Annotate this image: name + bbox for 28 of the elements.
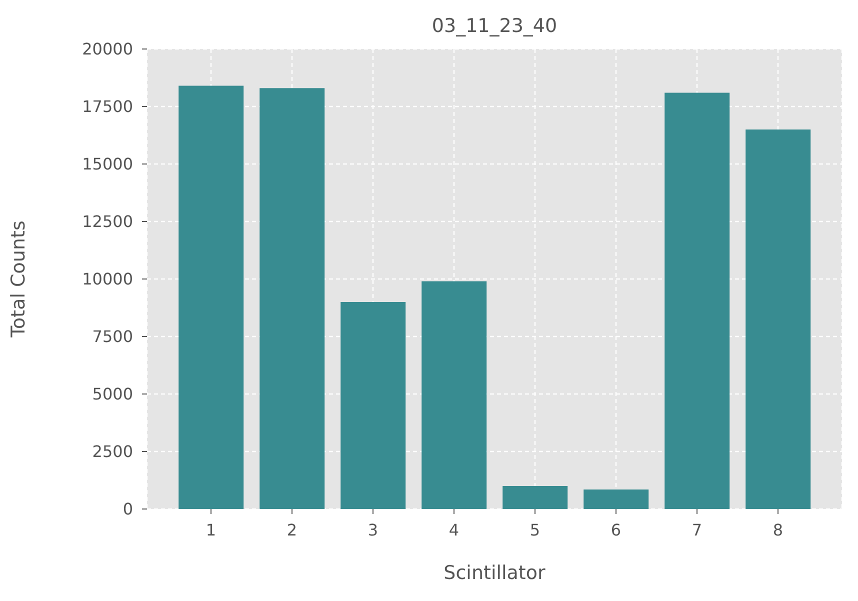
x-tick-label: 6: [610, 520, 622, 540]
x-tick-label: 1: [206, 520, 216, 540]
y-tick-label: 5000: [92, 384, 133, 404]
y-tick-label: 10000: [82, 270, 133, 289]
x-tick-label: 2: [286, 520, 298, 540]
y-axis-title: Total Counts: [8, 220, 30, 338]
y-tick-label: 7500: [92, 327, 133, 346]
x-axis-title: Scintillator: [444, 562, 546, 584]
y-tick-label: 2500: [92, 442, 133, 462]
bar: [260, 88, 325, 509]
x-tick-label: 7: [692, 520, 702, 540]
x-tick-label: 3: [368, 520, 378, 540]
bar: [584, 489, 649, 509]
bar: [746, 130, 811, 509]
bar: [340, 302, 406, 509]
x-tick-label: 5: [530, 520, 540, 540]
chart-title: 03_11_23_40: [430, 14, 558, 38]
y-tick-label: 17500: [82, 97, 133, 116]
x-tick-label: 8: [772, 520, 784, 540]
x-tick-label: 4: [448, 520, 460, 540]
bar: [178, 86, 244, 509]
y-tick-label: 12500: [82, 212, 133, 232]
y-tick-label: 20000: [82, 40, 133, 59]
bar: [664, 92, 730, 509]
bar: [422, 281, 487, 509]
y-tick-label: 15000: [82, 154, 133, 174]
bar: [502, 486, 568, 509]
y-tick-label: 0: [122, 500, 133, 519]
